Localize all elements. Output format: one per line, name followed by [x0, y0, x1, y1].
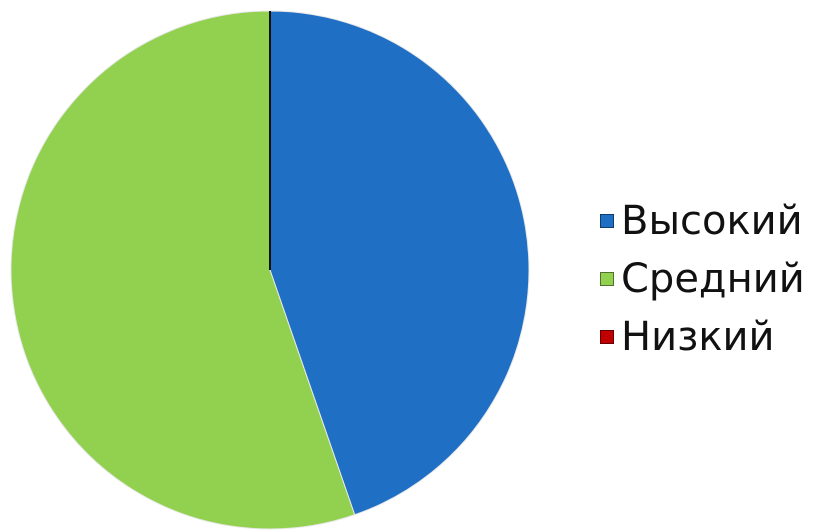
legend: Высокий Средний Низкий: [600, 192, 830, 366]
legend-label: Высокий: [621, 198, 803, 244]
legend-swatch-sredniy: [600, 272, 614, 286]
legend-swatch-vysokiy: [600, 214, 614, 228]
pie-slice-1: [10, 10, 356, 530]
legend-item: Высокий: [600, 192, 830, 250]
legend-item: Низкий: [600, 308, 830, 366]
legend-item: Средний: [600, 250, 830, 308]
legend-swatch-nizkiy: [600, 330, 614, 344]
legend-label: Низкий: [621, 314, 775, 360]
legend-label: Средний: [621, 256, 805, 302]
pie-slice-0: [269, 10, 530, 516]
